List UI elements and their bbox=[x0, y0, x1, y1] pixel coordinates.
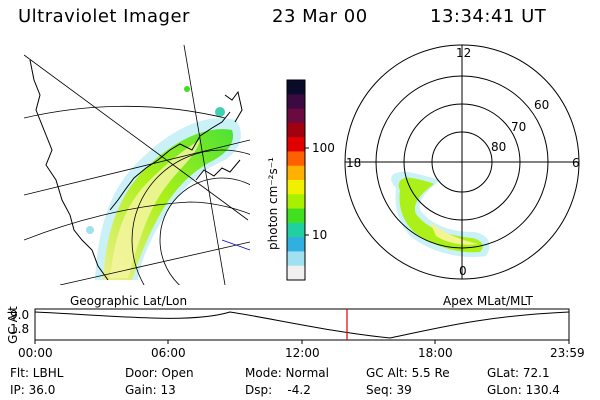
colorbar-swatch bbox=[287, 180, 305, 195]
coastline bbox=[29, 59, 109, 281]
image-time: 13:34:41 UT bbox=[430, 6, 547, 27]
colorbar-swatch bbox=[287, 122, 305, 138]
timeline-y-tick: 1.8 bbox=[10, 322, 30, 336]
geographic-map bbox=[24, 45, 250, 285]
coastline bbox=[224, 90, 243, 123]
coastline bbox=[195, 159, 241, 181]
status-glat: GLat: 72.1 bbox=[487, 366, 550, 380]
timeline-x-tick: 12:00 bbox=[285, 346, 320, 360]
mlt-label-noon: 12 bbox=[456, 46, 472, 60]
polar-plot-caption: Apex MLat/MLT bbox=[443, 294, 533, 308]
colorbar-swatch bbox=[287, 108, 305, 124]
graticule bbox=[24, 45, 250, 285]
status-mode: Mode: Normal bbox=[245, 366, 329, 380]
timeline-x-tick: 06:00 bbox=[151, 346, 186, 360]
polar-plot bbox=[344, 44, 580, 280]
status-door: Door: Open bbox=[125, 366, 194, 380]
status-gain: Gain: 13 bbox=[125, 383, 176, 397]
status-glon: GLon: 130.4 bbox=[487, 383, 560, 397]
timeline-x-tick: 23:59 bbox=[550, 346, 585, 360]
instrument-title: Ultraviolet Imager bbox=[18, 6, 190, 27]
colorbar-swatch bbox=[287, 165, 305, 181]
mlat-label-80: 80 bbox=[491, 140, 507, 154]
mlt-label-dawn: 6 bbox=[572, 156, 580, 170]
aurora-core-geo bbox=[110, 140, 200, 278]
colorbar-frame bbox=[286, 79, 306, 281]
timeline-x-tick: 18:00 bbox=[418, 346, 453, 360]
colorbar-swatch bbox=[287, 237, 305, 252]
geo-plot-caption: Geographic Lat/Lon bbox=[70, 294, 188, 308]
colorbar-swatch bbox=[287, 137, 305, 152]
orbit-timeline bbox=[34, 308, 570, 344]
timeline-y-tick: 9.0 bbox=[10, 308, 30, 322]
aurora-patch bbox=[184, 86, 190, 92]
mlat-label-60: 60 bbox=[534, 98, 550, 112]
status-dsp: Dsp: -4.2 bbox=[245, 383, 311, 397]
colorbar-swatch bbox=[287, 194, 305, 210]
colorbar bbox=[287, 80, 305, 281]
colorbar-swatch bbox=[287, 94, 305, 110]
aurora-patch bbox=[215, 107, 225, 117]
mlt-label-dusk: 18 bbox=[346, 156, 362, 170]
colorbar-swatch bbox=[287, 251, 305, 267]
colorbar-swatch bbox=[287, 80, 305, 95]
colorbar-unit-label: photon cm⁻²s⁻¹ bbox=[266, 157, 280, 250]
colorbar-swatch bbox=[287, 208, 305, 224]
timeline-x-tick: 00:00 bbox=[18, 346, 53, 360]
image-date: 23 Mar 00 bbox=[272, 6, 368, 27]
coastline bbox=[109, 111, 231, 211]
mlt-label-midnight: 0 bbox=[459, 264, 467, 278]
status-seq: Seq: 39 bbox=[366, 383, 412, 397]
status-gc-alt: GC Alt: 5.5 Re bbox=[366, 366, 450, 380]
aurora-core-polar bbox=[430, 222, 478, 245]
aurora-patch bbox=[86, 226, 94, 234]
status-ip: IP: 36.0 bbox=[10, 383, 56, 397]
colorbar-swatch bbox=[287, 265, 305, 281]
status-filter: Flt: LBHL bbox=[10, 366, 64, 380]
colorbar-tick-label: 10 bbox=[312, 228, 328, 242]
colorbar-swatch bbox=[287, 151, 305, 167]
colorbar-tick-label: 100 bbox=[312, 141, 335, 155]
gc-alt-curve bbox=[34, 311, 570, 339]
colorbar-swatch bbox=[287, 222, 305, 238]
aurora-band-polar bbox=[398, 177, 483, 253]
mlat-label-70: 70 bbox=[511, 120, 527, 134]
